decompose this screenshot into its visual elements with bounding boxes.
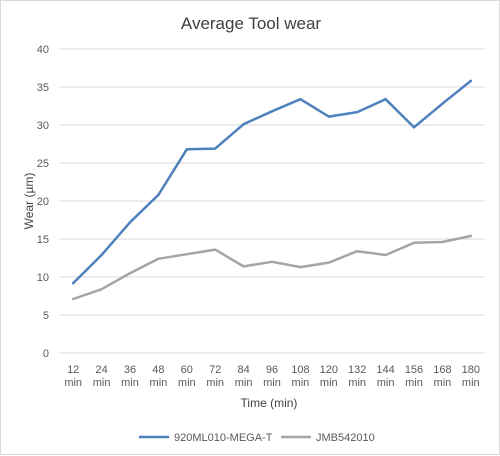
data-point bbox=[412, 126, 416, 129]
gridlines bbox=[59, 48, 485, 354]
x-tick-label: 60 bbox=[181, 364, 193, 376]
x-tick-label: 36 bbox=[124, 364, 136, 376]
data-point bbox=[128, 272, 132, 275]
legend: 920ML010-MEGA-T JMB542010 bbox=[139, 432, 375, 444]
x-tick-label: min bbox=[405, 377, 423, 389]
data-point bbox=[299, 265, 302, 269]
y-tick-label: 20 bbox=[37, 196, 49, 208]
data-point bbox=[412, 241, 416, 244]
x-tick-label: min bbox=[377, 377, 395, 389]
x-tick-label: 96 bbox=[266, 364, 278, 376]
data-point bbox=[72, 281, 75, 285]
data-point bbox=[384, 253, 387, 257]
x-tick-label: min bbox=[93, 377, 111, 389]
series-lines bbox=[71, 79, 473, 301]
y-tick-label: 5 bbox=[43, 310, 49, 322]
data-point bbox=[185, 253, 188, 256]
x-tick-label: 168 bbox=[433, 364, 451, 376]
x-tick-label: 108 bbox=[291, 364, 309, 376]
data-point bbox=[242, 123, 245, 126]
y-tick-labels: 0 5 10 15 20 25 30 35 40 bbox=[37, 44, 49, 360]
data-point bbox=[157, 193, 160, 197]
x-axis-title: Time (min) bbox=[241, 396, 298, 410]
x-tick-labels: 12min24min36min48min60min72min84min96min… bbox=[64, 364, 480, 389]
x-tick-label: 156 bbox=[405, 364, 423, 376]
data-point bbox=[327, 115, 330, 118]
y-tick-label: 15 bbox=[37, 234, 49, 246]
data-point bbox=[441, 240, 444, 244]
data-point bbox=[185, 148, 188, 151]
x-tick-label: 72 bbox=[209, 364, 221, 376]
x-tick-label: 84 bbox=[237, 364, 249, 376]
x-tick-label: 132 bbox=[348, 364, 366, 376]
y-tick-label: 35 bbox=[37, 82, 49, 94]
data-point bbox=[242, 265, 245, 268]
data-point bbox=[384, 97, 387, 101]
y-tick-label: 30 bbox=[37, 120, 49, 132]
x-tick-label: min bbox=[121, 377, 139, 389]
data-point bbox=[327, 261, 330, 264]
x-tick-label: min bbox=[178, 377, 196, 389]
data-point bbox=[469, 79, 472, 83]
y-tick-label: 25 bbox=[37, 158, 49, 170]
x-tick-label: min bbox=[292, 377, 310, 389]
series-line-2 bbox=[71, 234, 473, 301]
y-axis-title: Wear (µm) bbox=[22, 173, 36, 230]
x-tick-label: 180 bbox=[462, 364, 480, 376]
data-point bbox=[441, 102, 444, 105]
data-point bbox=[270, 260, 274, 263]
x-tick-label: min bbox=[64, 377, 82, 389]
x-tick-label: min bbox=[206, 377, 224, 389]
data-point bbox=[270, 110, 274, 113]
chart-title: Average Tool wear bbox=[181, 14, 322, 33]
data-point bbox=[356, 110, 359, 114]
x-tick-label: 24 bbox=[95, 364, 107, 376]
y-tick-label: 0 bbox=[43, 348, 49, 360]
data-point bbox=[157, 257, 160, 260]
x-tick-label: min bbox=[462, 377, 480, 389]
x-tick-label: 120 bbox=[320, 364, 338, 376]
data-point bbox=[299, 97, 302, 101]
x-tick-label: min bbox=[348, 377, 366, 389]
data-point bbox=[100, 253, 103, 257]
y-tick-label: 10 bbox=[37, 272, 49, 284]
y-tick-label: 40 bbox=[37, 44, 49, 56]
legend-label: JMB542010 bbox=[316, 432, 375, 444]
legend-label: 920ML010-MEGA-T bbox=[174, 432, 273, 444]
data-point bbox=[356, 249, 359, 253]
data-point bbox=[100, 287, 103, 291]
x-tick-label: min bbox=[235, 377, 253, 389]
x-tick-label: 144 bbox=[376, 364, 394, 376]
x-tick-label: min bbox=[320, 377, 338, 389]
data-point bbox=[72, 297, 75, 301]
x-tick-label: min bbox=[263, 377, 281, 389]
x-tick-label: 48 bbox=[152, 364, 164, 376]
data-point bbox=[214, 147, 217, 150]
data-point bbox=[469, 234, 472, 238]
x-tick-label: min bbox=[434, 377, 452, 389]
data-point bbox=[128, 221, 132, 224]
data-point bbox=[214, 248, 217, 251]
x-tick-label: min bbox=[150, 377, 168, 389]
x-tick-label: 12 bbox=[67, 364, 79, 376]
